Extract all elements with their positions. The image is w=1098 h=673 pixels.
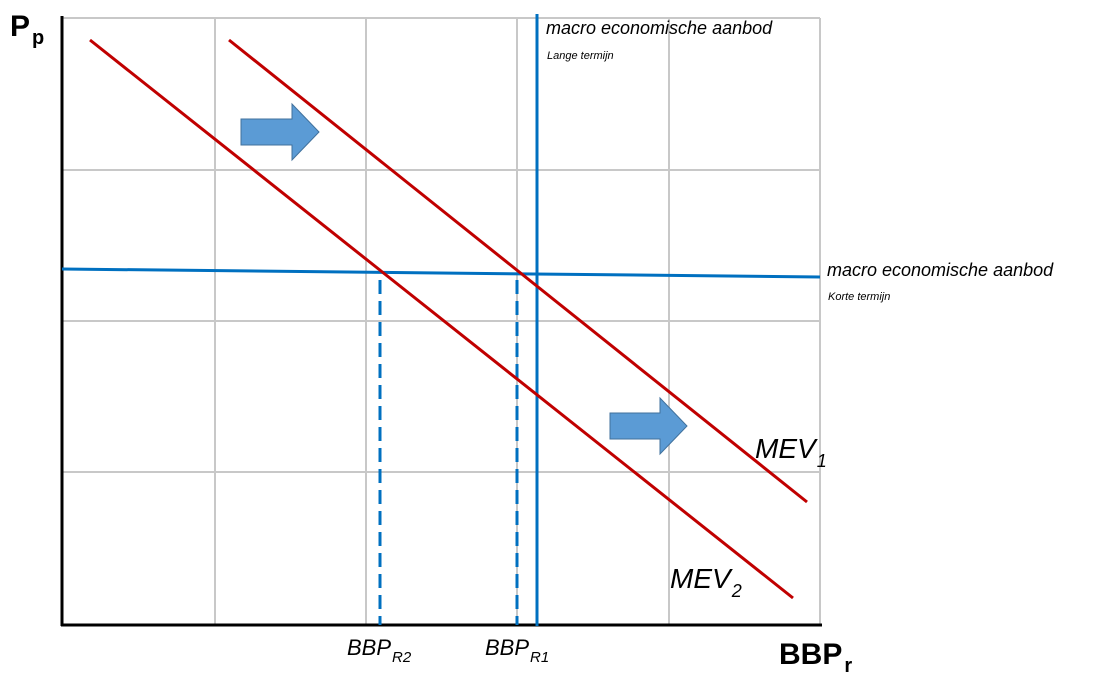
long-run-supply-sublabel: Lange termijn	[547, 50, 614, 62]
short-run-supply-line	[61, 267, 821, 279]
short-run-supply-label: macro economische aanbod	[827, 260, 1054, 280]
grid	[62, 17, 821, 625]
x-axis-label: BBP r	[779, 638, 852, 673]
shift-arrow-icon	[609, 396, 688, 456]
bbp-r2-label: BBPR2	[347, 635, 412, 666]
mev1-line	[228, 38, 808, 504]
mev2-label: MEV2	[670, 563, 742, 601]
mev2-line	[89, 38, 794, 600]
bbp-r1-label: BBPR1	[485, 635, 549, 666]
shift-arrow-icon	[240, 102, 320, 162]
short-run-supply-sublabel: Korte termijn	[828, 291, 890, 303]
long-run-supply-label: macro economische aanbod	[546, 18, 773, 38]
mev1-label: MEV1	[755, 433, 827, 471]
